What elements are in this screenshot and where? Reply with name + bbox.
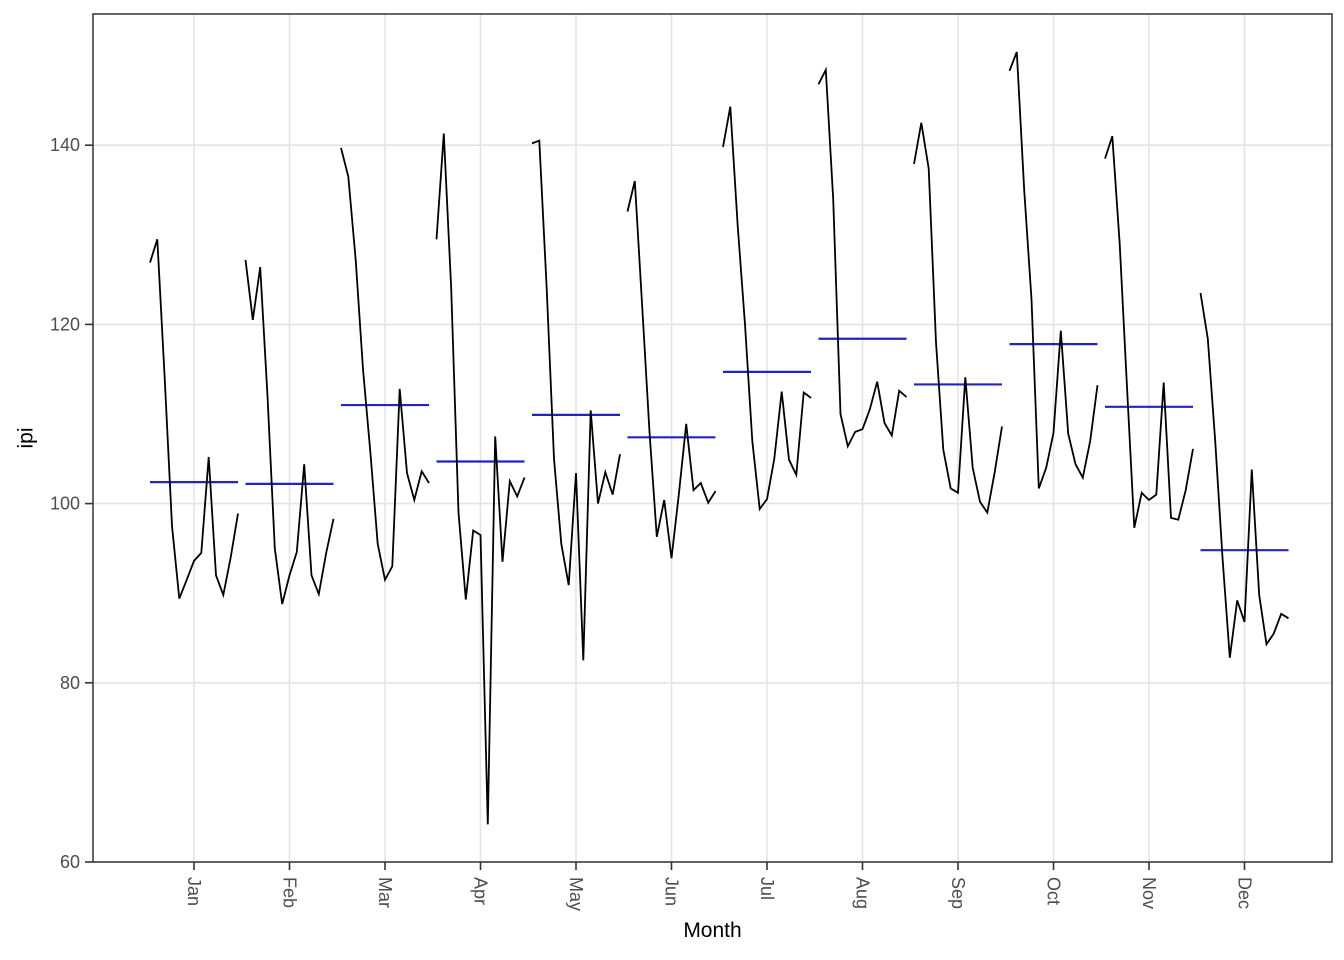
panel-border	[92, 13, 1333, 863]
series-line-jan	[149, 239, 239, 599]
series-line-dec	[1199, 292, 1289, 658]
x-tick-label-jul: Jul	[757, 877, 777, 900]
x-axis-title: Month	[683, 919, 742, 942]
x-tick-label-dec: Dec	[1235, 877, 1255, 909]
series-line-jul	[722, 106, 812, 512]
x-tick-label-jan: Jan	[184, 877, 204, 906]
x-tick-label-oct: Oct	[1044, 877, 1064, 905]
x-tick-label-sep: Sep	[948, 877, 968, 909]
x-tick-label-nov: Nov	[1139, 877, 1159, 909]
x-tick-label-aug: Aug	[853, 877, 873, 909]
series-line-feb	[244, 259, 335, 605]
series-line-aug	[817, 66, 908, 449]
x-tick-label-feb: Feb	[280, 877, 300, 908]
x-tick-label-may: May	[566, 877, 586, 911]
y-axis-title: ipi	[14, 427, 38, 449]
y-tick-label-100: 100	[50, 494, 80, 514]
y-tick-label-140: 140	[50, 135, 80, 155]
x-tick-label-apr: Apr	[471, 877, 491, 905]
y-tick-label-80: 80	[60, 673, 80, 693]
series-line-apr	[435, 133, 526, 825]
y-tick-label-120: 120	[50, 314, 80, 334]
series-line-mar	[340, 147, 430, 583]
series-line-nov	[1104, 135, 1194, 528]
x-tick-label-mar: Mar	[375, 877, 395, 908]
series-line-may	[531, 139, 621, 661]
series-line-jun	[626, 180, 717, 559]
series-line-sep	[913, 122, 1003, 515]
x-tick-label-jun: Jun	[662, 877, 682, 906]
y-tick-label-60: 60	[60, 852, 80, 872]
series-line-oct	[1008, 51, 1099, 489]
